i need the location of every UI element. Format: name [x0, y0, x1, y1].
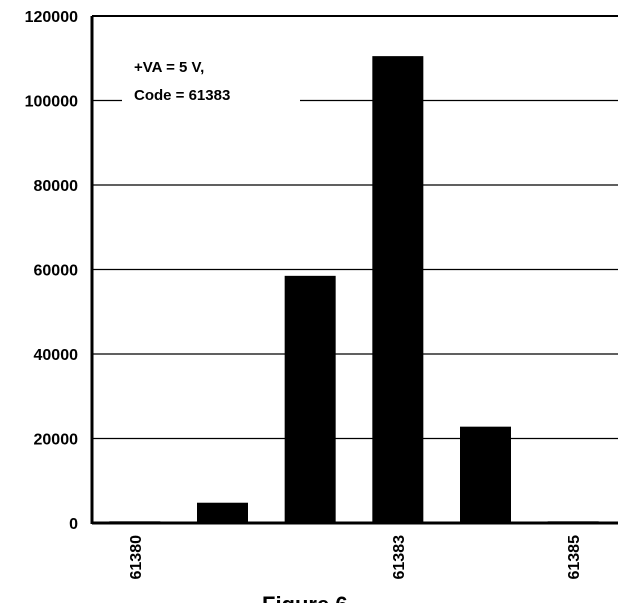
bar-61382 — [284, 275, 336, 523]
figure-caption: Figure 6 — [262, 592, 348, 603]
bars — [109, 56, 599, 523]
axes — [90, 15, 618, 525]
bar-61381 — [197, 502, 248, 523]
y-tick-label-40000: 40000 — [34, 347, 79, 364]
y-tick-label-80000: 80000 — [34, 178, 79, 195]
y-tick-label-0: 0 — [69, 516, 78, 533]
x-tick-label-61385: 61385 — [566, 535, 583, 580]
y-tick-label-100000: 100000 — [25, 94, 78, 111]
annotation-line-1: +VA = 5 V, — [134, 59, 204, 76]
annotation-line-2: Code = 61383 — [134, 87, 230, 104]
x-tick-labels: 61380 61383 61385 — [128, 535, 583, 580]
bar-61384 — [460, 426, 511, 523]
bar-61383 — [372, 56, 424, 523]
y-tick-label-60000: 60000 — [34, 263, 79, 280]
gridlines — [92, 99, 618, 440]
x-tick-label-61383: 61383 — [391, 535, 408, 580]
y-tick-labels: 0 20000 40000 60000 80000 100000 120000 — [25, 9, 78, 533]
x-tick-label-61380: 61380 — [128, 535, 145, 580]
y-tick-label-20000: 20000 — [34, 432, 79, 449]
y-tick-label-120000: 120000 — [25, 9, 78, 26]
annotation-background — [122, 50, 300, 110]
